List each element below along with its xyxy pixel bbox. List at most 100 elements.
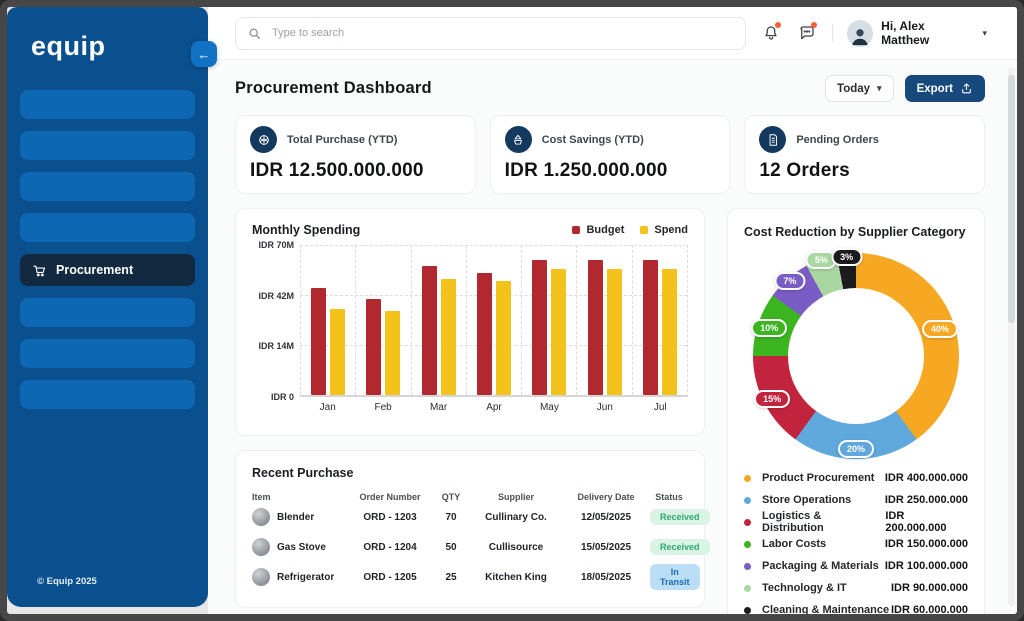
supplier-cell: Cullisource [488, 541, 544, 553]
legend-dot [744, 518, 751, 526]
scrollbar-thumb[interactable] [1008, 75, 1015, 323]
item-name: Refrigerator [277, 571, 335, 583]
delivery-date-cell: 12/05/2025 [580, 511, 632, 523]
sidebar: equip Procurement © Equip 2025 [7, 7, 208, 607]
donut-legend-row: Store Operations IDR 250.000.000 [744, 489, 968, 511]
donut-percent-label: 3% [831, 248, 863, 267]
chat-icon [800, 26, 814, 40]
item-cell: Refrigerator [252, 568, 348, 586]
user-menu[interactable]: Hi, Alex Matthew ▾ [846, 19, 987, 47]
sidebar-item-placeholder[interactable] [20, 172, 195, 201]
column-header: Item [252, 492, 271, 502]
divider [831, 24, 833, 42]
x-tick-label: Mar [429, 402, 448, 413]
table-header: Item Order Number QTY Supplier Delivery Date… [252, 492, 688, 502]
table-title: Recent Purchase [252, 466, 354, 480]
legend-label: Labor Costs [762, 538, 827, 550]
bar-spend [440, 279, 456, 395]
stat-value: IDR 1.250.000.000 [504, 160, 668, 181]
x-tick-label: Jan [319, 402, 336, 413]
stat-card-cost-savings: Cost Savings (YTD) IDR 1.250.000.000 [489, 115, 731, 194]
sidebar-item-procurement[interactable]: Procurement [20, 254, 195, 286]
bar-group [521, 245, 576, 395]
stat-value: IDR 12.500.000.000 [250, 160, 424, 181]
bar-budget [366, 298, 382, 395]
delivery-date-cell: 18/05/2025 [580, 571, 632, 583]
bar-group [576, 245, 631, 395]
search-input[interactable] [270, 26, 734, 40]
legend-value: IDR 100.000.000 [884, 560, 968, 572]
stat-card-total-purchase: Total Purchase (YTD) IDR 12.500.000.000 [235, 115, 476, 194]
bar-chart: IDR 70M IDR 42M IDR 14M IDR 0 Jan Feb Mar Apr M… [252, 240, 688, 415]
bar-spend [330, 309, 346, 395]
item-name: Gas Stove [277, 541, 326, 553]
legend-value: IDR 250.000.000 [884, 494, 968, 506]
export-button[interactable]: Export [904, 75, 985, 102]
item-cell: Gas Stove [252, 538, 348, 556]
chevron-down-icon: ▾ [877, 83, 882, 93]
message-dot [810, 22, 817, 28]
sidebar-item-label: Procurement [56, 263, 134, 277]
savings-icon [504, 126, 532, 153]
plot-area [300, 245, 688, 397]
sidebar-item-placeholder[interactable] [20, 90, 195, 119]
table-body: Blender ORD - 1203 70 Cullinary Co. 12/05/20… [252, 502, 710, 592]
legend-dot [744, 496, 751, 504]
notification-dot [774, 22, 781, 28]
legend-label: Store Operations [762, 494, 852, 506]
status-cell: In Transit [650, 564, 700, 590]
x-tick-label: Apr [486, 402, 502, 413]
legend-value: IDR 60.000.000 [890, 604, 968, 616]
qty-cell: 25 [445, 571, 457, 583]
topbar: Hi, Alex Matthew ▾ [208, 7, 1017, 60]
legend-dot [744, 474, 751, 482]
gridline [300, 295, 687, 296]
legend-item: Spend [640, 224, 688, 236]
item-image [252, 508, 270, 526]
bar-budget [476, 272, 492, 395]
bar-spend [606, 268, 622, 395]
status-badge: Received [650, 539, 710, 555]
donut-percent-label: 7% [774, 271, 806, 290]
messages-button[interactable] [796, 22, 818, 44]
legend-label: Spend [654, 224, 688, 236]
export-label: Export [916, 82, 953, 95]
donut-percent-label: 40% [921, 319, 958, 338]
legend-dot [744, 584, 751, 592]
x-axis: Jan Feb Mar Apr May Jun Jul [300, 397, 688, 415]
notification-bell-button[interactable] [760, 22, 782, 44]
chart-title: Monthly Spending [252, 223, 361, 237]
column-header: Status [655, 492, 683, 502]
y-tick-label: IDR 0 [270, 392, 294, 402]
stat-cards: Total Purchase (YTD) IDR 12.500.000.000 … [235, 115, 986, 194]
content: Procurement Dashboard Today ▾ Export [208, 60, 1017, 616]
cart-icon [32, 263, 47, 278]
sidebar-item-placeholder[interactable] [20, 131, 195, 160]
sidebar-item-placeholder[interactable] [20, 213, 195, 242]
equip-logo: equip [31, 31, 106, 61]
sidebar-nav-top [20, 90, 195, 242]
legend-swatch [572, 226, 581, 234]
sidebar-nav: Procurement [7, 90, 208, 409]
table-row: Blender ORD - 1203 70 Cullinary Co. 12/05/20… [252, 502, 710, 532]
right-column: Cost Reduction by Supplier Category 40% 2… [727, 208, 985, 616]
bar-spend [661, 268, 677, 395]
donut-hole [788, 288, 924, 424]
bar-budget [587, 260, 603, 395]
donut-legend: Product Procurement IDR 400.000.000 Store … [744, 467, 968, 616]
sidebar-item-placeholder[interactable] [20, 339, 195, 368]
date-filter-dropdown[interactable]: Today ▾ [825, 75, 894, 102]
order-number-cell: ORD - 1204 [363, 541, 417, 553]
donut-percent-label: 15% [754, 389, 791, 408]
sidebar-item-placeholder[interactable] [20, 298, 195, 327]
cost-reduction-card: Cost Reduction by Supplier Category 40% 2… [727, 208, 985, 616]
qty-cell: 50 [445, 541, 457, 553]
x-tick-label: May [539, 402, 559, 413]
donut-legend-row: Labor Costs IDR 150.000.000 [744, 533, 968, 555]
search-bar[interactable] [235, 16, 747, 50]
sidebar-collapse-button[interactable]: ← [191, 41, 217, 67]
legend-label: Budget [586, 224, 625, 236]
stat-label: Cost Savings (YTD) [541, 133, 644, 146]
sidebar-item-placeholder[interactable] [20, 380, 195, 409]
